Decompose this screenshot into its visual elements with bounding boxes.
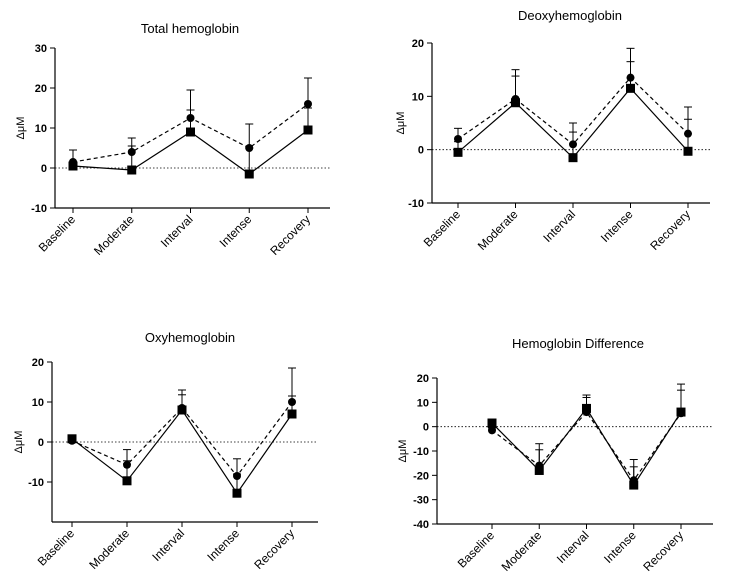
x-tick-label: Interval [158,212,196,250]
x-tick-label: Interval [149,526,187,564]
data-point-square [177,405,187,415]
data-point-square [511,98,520,108]
x-tick-label: Recovery [640,528,686,574]
data-point-square [244,169,254,179]
x-tick-label: Intense [204,526,242,564]
x-tick-label: Baseline [35,526,78,569]
data-point-circle [304,100,312,108]
y-tick-label: -10 [413,446,429,458]
data-point-square [626,83,635,93]
x-tick-label: Moderate [91,212,137,258]
y-tick-label: 10 [412,91,424,103]
y-axis-label: ΔμM [397,440,409,463]
x-tick-label: Intense [598,207,636,245]
data-point-square [683,146,693,156]
y-tick-label: -10 [28,477,44,489]
x-tick-label: Moderate [499,528,545,574]
series-line-circle-dashed [491,411,682,482]
x-tick-label: Baseline [455,528,498,571]
y-tick-label: -10 [31,203,47,215]
x-tick-label: Recovery [267,212,313,258]
y-tick-label: 0 [38,437,44,449]
data-point-square [582,403,591,413]
x-tick-label: Intense [217,212,255,250]
y-tick-label: 20 [35,83,47,95]
chart-title: Oxyhemoglobin [145,330,235,345]
y-tick-label: -10 [408,198,424,210]
x-tick-label: Recovery [251,526,297,572]
data-point-square [232,488,242,498]
data-point-square [67,434,77,444]
y-tick-label: 0 [41,163,47,175]
data-point-square [453,147,463,157]
x-tick-label: Moderate [86,526,132,572]
series-line-square-solid [491,407,682,487]
chart-title: Hemoglobin Difference [512,336,644,351]
y-tick-label: 10 [35,123,47,135]
x-tick-label: Moderate [475,207,521,253]
chart-panel-3: Oxyhemoglobin ΔμM -10 0 10 20 Baseline Moderate… [13,330,318,572]
x-tick-label: Intense [601,528,639,566]
chart-panel-1: Total hemoglobin ΔμM -10 0 10 20 30 Baseline Mod… [15,21,330,258]
data-point-square [186,127,195,137]
y-axis-label: ΔμM [395,112,407,135]
x-tick-label: Baseline [36,212,79,255]
data-point-circle [488,426,496,435]
y-axis-label: ΔμM [13,431,25,454]
chart-title: Total hemoglobin [141,21,239,36]
y-tick-label: 20 [32,357,44,369]
chart-panel-2: Deoxyhemoglobin ΔμM -10 0 10 20 Baseline Modera… [395,8,710,253]
data-point-square [127,165,137,175]
data-point-square [629,480,639,490]
x-tick-label: Interval [554,528,592,566]
data-point-circle [454,135,462,143]
data-point-square [287,409,297,419]
y-tick-label: 20 [412,38,424,50]
data-point-square [68,161,78,171]
chart-panel-4: Hemoglobin Difference ΔμM -40 -30 -20 -10 0 10 2… [397,336,713,574]
x-tick-label: Interval [540,207,578,245]
y-tick-label: 0 [418,145,424,157]
data-point-square [303,125,313,135]
series-line-square-solid [72,129,309,175]
y-tick-label: 20 [417,373,429,385]
data-point-square [676,407,686,417]
y-axis-label: ΔμM [15,117,27,140]
x-tick-label: Recovery [647,207,693,253]
data-point-square [122,476,132,486]
y-tick-label: 10 [417,397,429,409]
data-point-square [568,153,578,163]
chart-title: Deoxyhemoglobin [518,8,622,23]
y-tick-label: -40 [413,519,429,531]
y-tick-label: -20 [413,470,429,482]
x-tick-label: Baseline [421,207,464,250]
y-tick-label: -30 [413,495,429,507]
data-point-square [487,418,497,428]
y-tick-label: 10 [32,397,44,409]
y-tick-label: 0 [423,422,429,434]
series-line-square-solid [71,408,293,495]
data-point-square [534,465,544,475]
y-tick-label: 30 [35,43,47,55]
